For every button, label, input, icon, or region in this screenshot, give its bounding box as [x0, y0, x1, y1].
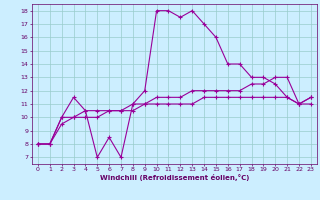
- X-axis label: Windchill (Refroidissement éolien,°C): Windchill (Refroidissement éolien,°C): [100, 174, 249, 181]
